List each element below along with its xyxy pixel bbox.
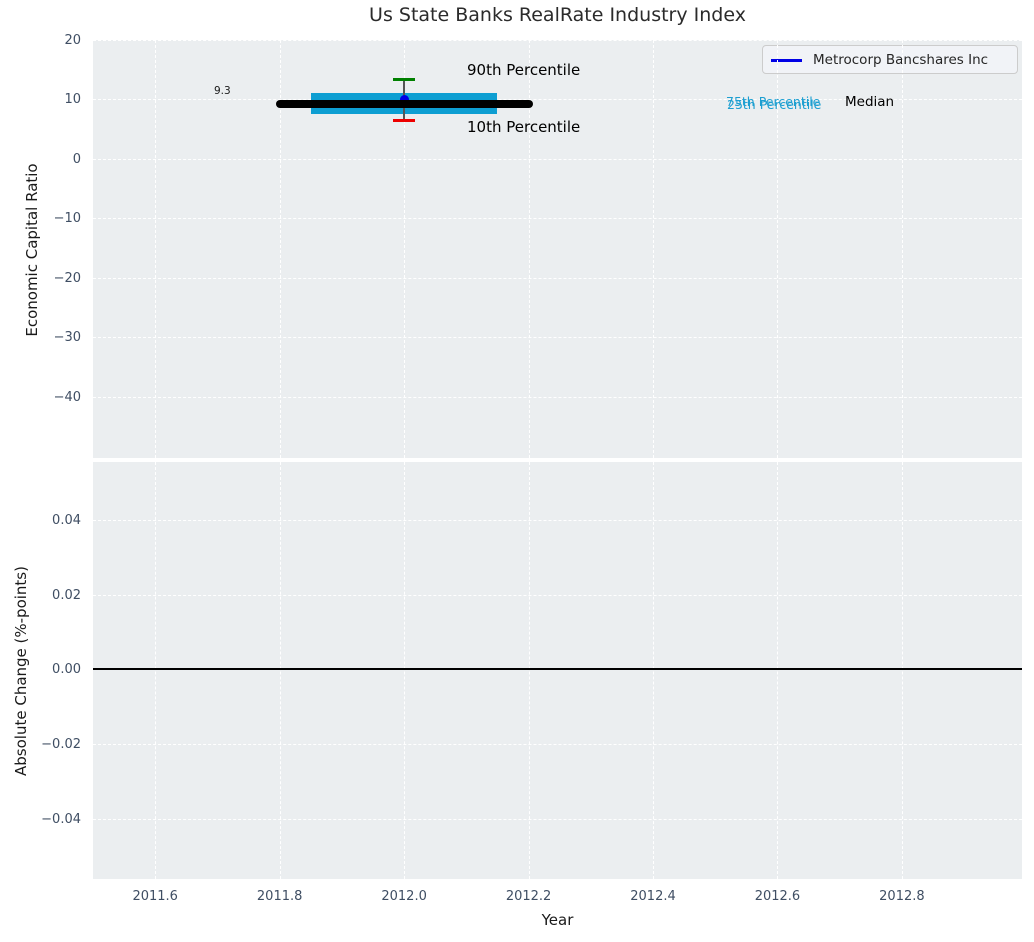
y-gridline xyxy=(93,520,1022,522)
chart-title: Us State Banks RealRate Industry Index xyxy=(369,4,746,26)
top-axes-economic-capital-ratio xyxy=(93,40,1022,458)
y-tick-label: 0.02 xyxy=(52,587,81,603)
y-gridline xyxy=(93,277,1022,279)
annotation-p90-label: 90th Percentile xyxy=(467,61,581,79)
x-gridline xyxy=(279,40,281,458)
annotation-p25-label: 25th Percentile xyxy=(727,97,822,112)
y-tick-label: −30 xyxy=(53,330,81,346)
company-data-point xyxy=(399,94,409,104)
x-gridline xyxy=(155,40,157,458)
y-gridline xyxy=(93,218,1022,220)
y-tick-label: −20 xyxy=(53,270,81,286)
y-gridline xyxy=(93,743,1022,745)
x-gridline xyxy=(901,462,903,879)
y-tick-label: 0.04 xyxy=(52,513,81,529)
annotation-p75-label: 75th Percentile xyxy=(726,94,821,109)
x-tick-label: 2012.2 xyxy=(505,889,552,904)
x-gridline xyxy=(901,40,903,458)
annotation-median-label: Median xyxy=(845,94,895,110)
x-gridline xyxy=(777,40,779,458)
whisker-cap-90th xyxy=(393,77,416,81)
y-tick-label: 0 xyxy=(72,151,81,167)
x-gridline xyxy=(279,462,281,879)
y-tick-label: 0.00 xyxy=(52,662,81,678)
x-tick-label: 2012.4 xyxy=(630,889,676,904)
x-gridline xyxy=(528,40,530,458)
y-gridline xyxy=(93,594,1022,596)
x-gridline xyxy=(653,462,654,879)
x-gridline xyxy=(404,462,406,879)
y-gridline xyxy=(93,337,1022,339)
y-tick-label: −0.04 xyxy=(41,811,81,827)
y-tick-label: 20 xyxy=(64,33,81,48)
y-tick-label: −40 xyxy=(53,389,81,405)
y-gridline xyxy=(93,40,1022,41)
x-tick-label: 2012.8 xyxy=(879,889,925,904)
legend-series-label: Metrocorp Bancshares Inc xyxy=(813,52,989,68)
whisker-cap-10th xyxy=(393,118,416,122)
x-axis-label: Year xyxy=(541,911,574,929)
zero-line xyxy=(93,668,1022,671)
x-tick-label: 2011.8 xyxy=(256,889,303,904)
y-gridline xyxy=(93,396,1022,398)
x-gridline xyxy=(155,462,157,879)
y-tick-label: −0.02 xyxy=(41,736,81,752)
x-tick-label: 2011.6 xyxy=(132,889,178,904)
x-gridline xyxy=(528,462,530,879)
annotation-median-value: 9.3 xyxy=(214,85,231,97)
y-gridline xyxy=(93,818,1022,820)
x-tick-label: 2012.6 xyxy=(754,889,801,904)
bottom-axes-absolute-change xyxy=(93,462,1022,879)
y-tick-label: −10 xyxy=(53,211,81,227)
median-line xyxy=(275,99,533,108)
x-tick-label: 2012.0 xyxy=(381,889,427,904)
x-gridline xyxy=(404,40,406,458)
y-gridline xyxy=(93,158,1022,160)
y-tick-label: 10 xyxy=(64,92,81,108)
y-gridline xyxy=(93,99,1022,101)
legend-line-swatch-icon xyxy=(771,59,802,62)
legend-box: Metrocorp Bancshares Inc xyxy=(762,45,1018,74)
annotation-p10-label: 10th Percentile xyxy=(467,118,581,136)
x-gridline xyxy=(653,40,654,458)
x-gridline xyxy=(777,462,779,879)
